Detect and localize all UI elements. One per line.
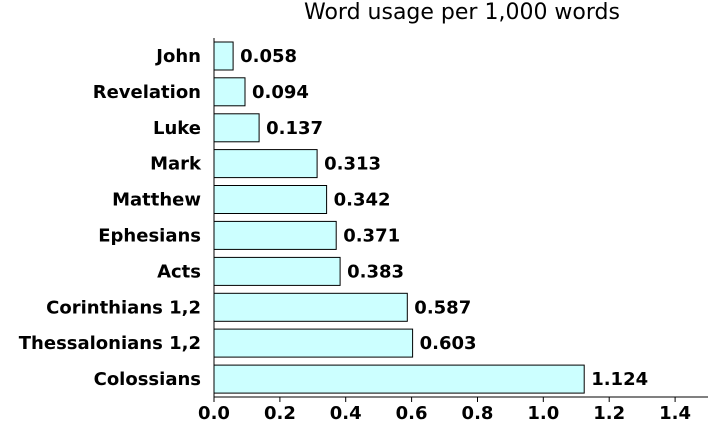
value-label: 0.313 xyxy=(324,154,381,175)
category-label: Thessalonians 1,2 xyxy=(19,333,201,354)
x-tick-label: 1.0 xyxy=(527,403,559,424)
category-label: Ephesians xyxy=(98,225,201,246)
bar xyxy=(213,220,337,250)
x-tick-label: 0.6 xyxy=(396,403,428,424)
category-label: Revelation xyxy=(93,82,201,103)
category-label: Mark xyxy=(150,154,202,175)
bars-group xyxy=(213,41,585,394)
x-ticks-group: 0.0 0.2 0.4 0.6 0.8 1.0 1.2 1.4 xyxy=(198,397,691,424)
bar xyxy=(213,185,328,214)
value-label: 0.371 xyxy=(343,225,400,246)
bar xyxy=(213,328,414,358)
value-label: 0.603 xyxy=(420,333,477,354)
value-label: 0.587 xyxy=(414,297,471,318)
x-tick-label: 0.4 xyxy=(330,403,362,424)
value-label: 0.058 xyxy=(240,46,297,67)
category-label: Acts xyxy=(157,261,201,282)
category-label: Colossians xyxy=(94,369,201,390)
x-tick-label: 0.2 xyxy=(264,403,296,424)
bar xyxy=(213,292,408,322)
bar xyxy=(213,77,246,107)
category-label: John xyxy=(154,46,201,67)
bar xyxy=(213,149,318,179)
labels-group: John 0.058 Revelation 0.094 Luke 0.137 Mark 0.3… xyxy=(19,46,648,390)
category-label: Corinthians 1,2 xyxy=(46,297,201,318)
value-label: 0.342 xyxy=(334,190,391,211)
bar xyxy=(213,113,260,143)
category-label: Matthew xyxy=(112,190,201,211)
bar xyxy=(213,256,341,286)
bar xyxy=(213,364,585,394)
bar xyxy=(213,41,234,71)
x-tick-label: 0.0 xyxy=(198,403,230,424)
x-tick-label: 1.2 xyxy=(593,403,625,424)
x-tick-label: 0.8 xyxy=(462,403,494,424)
value-label: 0.383 xyxy=(347,261,404,282)
value-label: 0.137 xyxy=(266,118,323,139)
x-tick-label: 1.4 xyxy=(659,403,691,424)
chart-title: Word usage per 1,000 words xyxy=(304,0,620,25)
value-label: 0.094 xyxy=(252,82,309,103)
category-label: Luke xyxy=(153,118,201,139)
value-label: 1.124 xyxy=(591,369,648,390)
